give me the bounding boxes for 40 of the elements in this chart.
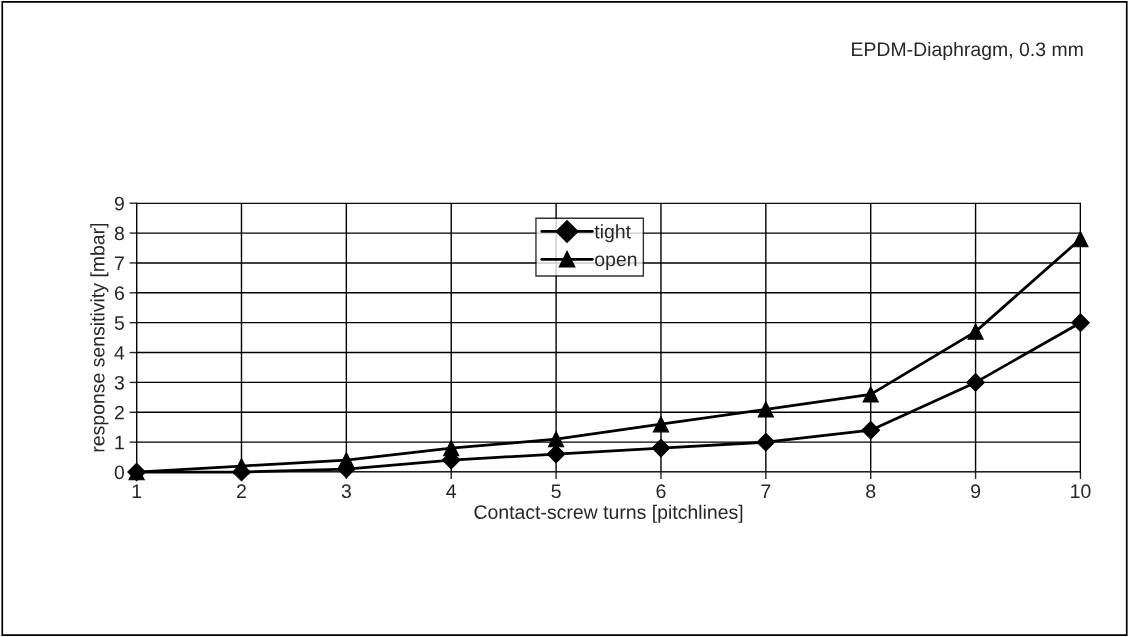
point <box>546 444 566 464</box>
x-tick-label: 6 <box>656 484 666 499</box>
point <box>547 431 565 448</box>
y-tick-label: 9 <box>114 196 124 211</box>
y-tick-label: 2 <box>114 405 124 420</box>
point <box>757 401 774 418</box>
point <box>1071 313 1090 333</box>
x-tick-label: 5 <box>551 484 561 499</box>
x-tick-label: 1 <box>132 484 142 498</box>
x-tick-label: 8 <box>866 484 876 499</box>
y-axis-title: response sensitivity [mbar] <box>90 223 109 452</box>
x-tick-label: 10 <box>1071 484 1091 499</box>
y-tick-label: 0 <box>114 465 125 480</box>
point <box>651 438 671 458</box>
point <box>861 420 881 440</box>
y-tick-label: 6 <box>114 286 124 301</box>
point <box>756 432 776 452</box>
point <box>966 373 985 392</box>
y-tick-label: 4 <box>114 346 125 360</box>
point <box>862 386 879 403</box>
y-tick-label: 5 <box>114 316 124 330</box>
point <box>967 323 984 340</box>
x-tick-label: 2 <box>237 484 246 498</box>
y-tick-label: 8 <box>114 226 124 241</box>
legend-label: tight <box>594 224 631 243</box>
x-tick-label: 9 <box>971 484 981 499</box>
x-tick-label: 7 <box>761 484 771 498</box>
point <box>652 416 670 433</box>
point <box>338 451 355 469</box>
x-axis-title: Contact-screw turns [pitchlines] <box>474 504 743 523</box>
point <box>443 439 460 457</box>
y-tick-label: 7 <box>114 256 124 270</box>
text: EPDM-Diaphragm, 0.3 mm <box>852 41 1083 61</box>
x-tick-label: 4 <box>446 484 457 498</box>
point <box>1072 230 1089 248</box>
y-tick-label: 1 <box>115 435 124 450</box>
point <box>233 457 250 475</box>
y-tick-label: 3 <box>114 375 124 390</box>
x-tick-label: 3 <box>341 484 351 499</box>
legend-label: open <box>595 255 637 271</box>
